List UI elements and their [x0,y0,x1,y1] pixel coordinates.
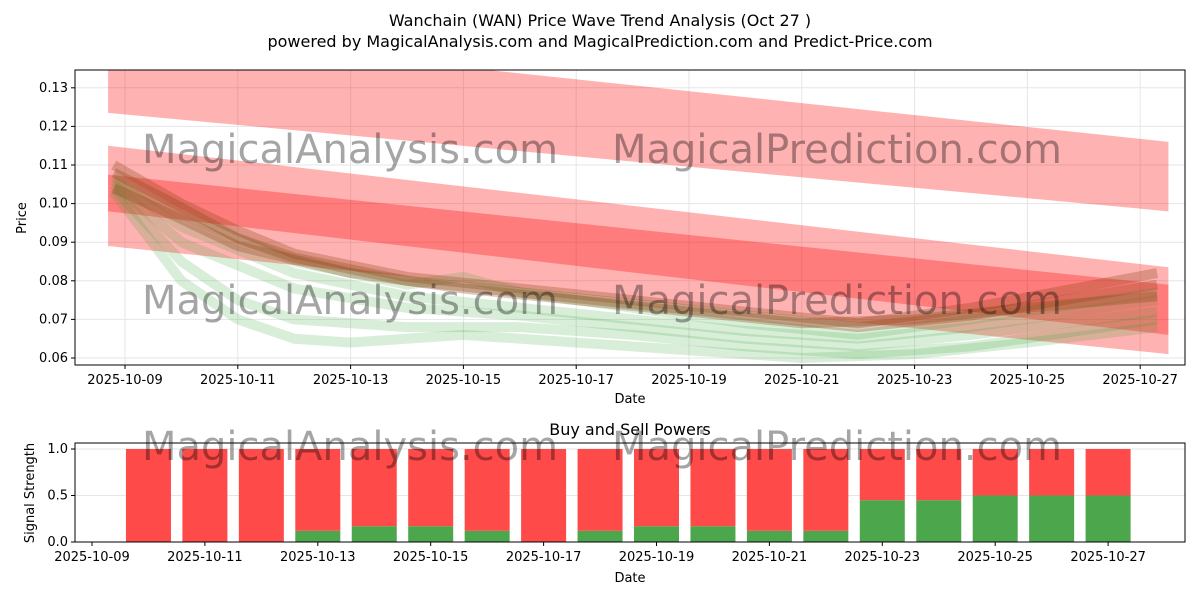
buy-bar [464,530,510,542]
trend-band [108,145,1169,355]
buy-bar [746,530,792,542]
wave-line [110,184,1158,360]
y-tick-label: 0.07 [39,312,68,327]
sell-bar [1029,449,1075,496]
chart-subtitle: powered by MagicalAnalysis.com and Magic… [267,32,932,51]
sell-bar [351,449,397,527]
y-tick-label: 0.09 [39,235,68,250]
y-tick-label: 0.11 [39,158,68,173]
signal-chart-title: Buy and Sell Powers [549,420,711,439]
sell-bar [916,449,962,501]
buy-bar [1029,495,1075,542]
x-tick-label: 2025-10-21 [764,373,840,388]
x-tick-label: 2025-10-23 [877,373,953,388]
x-tick-label: 2025-10-09 [54,550,130,565]
y-tick-label: 0.06 [39,351,68,366]
x-tick-label: 2025-10-19 [619,550,695,565]
watermark: MagicalPrediction.com [612,127,1062,173]
sell-bar [746,449,792,531]
buy-bar [577,530,623,542]
y-tick-label: 0.0 [47,535,68,550]
x-tick-label: 2025-10-23 [845,550,921,565]
x-axis-label: Date [614,392,645,407]
buy-bar [634,526,679,542]
watermark: MagicalAnalysis.com [142,127,558,173]
sell-bar [238,449,284,542]
chart-title: Wanchain (WAN) Price Wave Trend Analysis… [389,11,811,30]
buy-bar [972,495,1018,542]
sell-bar [521,449,567,542]
y-tick-label: 0.10 [39,197,68,212]
buy-bar [295,530,341,542]
plot-area [108,70,1169,363]
sell-bar [408,449,454,527]
x-tick-label: 2025-10-11 [200,373,276,388]
y-tick-label: 0.12 [39,119,68,134]
price-chart: 0.06 0.07 0.08 0.09 0.10 0.11 0.12 0.13 2025-10-… [15,69,1186,407]
sell-bar [295,449,341,531]
trend-band [108,174,1169,335]
x-axis-label: Date [614,571,645,586]
x-tick-label: 2025-10-11 [167,550,243,565]
plot-frame [74,69,1186,366]
sell-bar [972,449,1018,496]
buy-bar [916,500,962,542]
x-tick-label: 2025-10-13 [313,373,389,388]
wave-line [111,172,1158,340]
x-tick-label: 2025-10-21 [732,550,808,565]
y-axis-label: Price [15,202,30,234]
signal-chart: Buy and Sell Powers 0.0 0.5 1.0 2025-10-09 20… [23,420,1186,586]
wave-line [109,188,1158,363]
x-tick-label: 2025-10-27 [1070,550,1146,565]
x-tick-label: 2025-10-27 [1102,373,1178,388]
buy-bar [803,530,849,542]
watermark: MagicalPrediction.com [612,278,1062,324]
x-tick-label: 2025-10-17 [506,550,582,565]
x-tick-label: 2025-10-19 [651,373,727,388]
x-tick-label: 2025-10-15 [426,373,502,388]
plot-background [75,70,1185,365]
wave-line [110,180,1158,352]
buy-bar [690,526,736,542]
buy-bar [351,526,397,542]
buy-bar [859,500,905,542]
x-tick-label: 2025-10-17 [538,373,614,388]
x-tick-label: 2025-10-15 [393,550,469,565]
y-tick-label: 0.13 [39,81,68,96]
sell-bar [859,449,905,501]
y-tick-label: 1.0 [47,442,68,457]
x-tick-label: 2025-10-09 [87,373,163,388]
sell-bar [803,449,849,531]
buy-bar [1085,495,1131,542]
watermark: MagicalPrediction.com [612,424,1062,470]
watermark: MagicalAnalysis.com [142,278,558,324]
wave-line [110,176,1158,344]
y-tick-label: 0.5 [47,489,68,504]
trend-band [108,70,1169,212]
x-tick-label: 2025-10-25 [990,373,1066,388]
wave-line [111,183,1158,329]
sell-bar [464,449,510,531]
sell-bar [577,449,623,531]
x-tick-label: 2025-10-25 [957,550,1033,565]
buy-bar [408,526,454,542]
wave-line [111,160,1159,329]
y-tick-label: 0.08 [39,274,68,289]
sell-bar [1085,449,1131,496]
wave-line [111,168,1158,333]
sell-bar [125,449,171,542]
y-axis-label: Signal Strength [23,443,38,543]
sell-bar [690,449,736,527]
plot-frame [74,442,1186,543]
sell-bar [182,449,228,542]
sell-bar [634,449,679,527]
x-tick-label: 2025-10-13 [280,550,356,565]
watermark: MagicalAnalysis.com [142,424,558,470]
